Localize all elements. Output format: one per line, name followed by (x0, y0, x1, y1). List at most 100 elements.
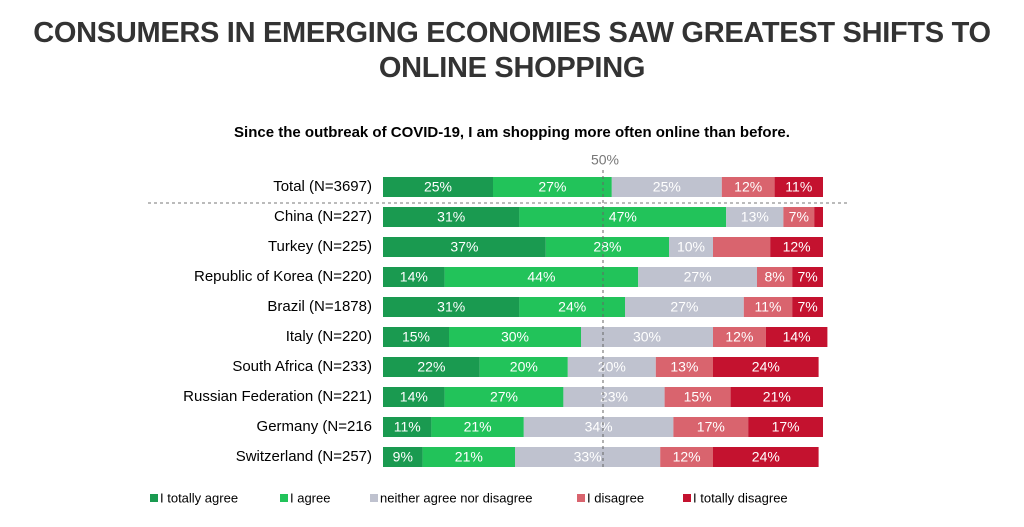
value-label: 24% (752, 449, 780, 465)
value-label: 12% (734, 179, 762, 195)
value-label: 44% (527, 269, 555, 285)
value-label: 23% (600, 389, 628, 405)
value-label: 20% (510, 359, 538, 375)
legend-swatch (150, 494, 158, 502)
bar-segment (774, 177, 823, 197)
value-label: 14% (400, 269, 428, 285)
value-label: 25% (653, 179, 681, 195)
bar-segment (383, 237, 546, 257)
legend-label: I totally agree (160, 490, 238, 505)
value-label: 14% (783, 329, 811, 345)
category-label: China (N=227) (274, 208, 372, 225)
bar-segment (383, 207, 520, 227)
category-label: Russian Federation (N=221) (183, 388, 372, 405)
legend-swatch (370, 494, 378, 502)
value-label: 17% (697, 419, 725, 435)
chart-subtitle: Since the outbreak of COVID-19, I am sho… (234, 124, 790, 141)
category-label: Brazil (N=1878) (267, 298, 372, 315)
bar-segment (625, 297, 744, 317)
legend-label: I totally disagree (693, 490, 788, 505)
bar-segment (730, 387, 823, 407)
bar-segment (545, 237, 669, 257)
bar-segment (383, 387, 445, 407)
bar-segment (792, 267, 823, 287)
value-label: 30% (501, 329, 529, 345)
bar-segment (449, 327, 581, 347)
bar-segment (713, 447, 819, 467)
bar-segment (721, 177, 775, 197)
value-label: 33% (574, 449, 602, 465)
value-label: 12% (673, 449, 701, 465)
bar-segment (765, 327, 828, 347)
value-label: 27% (684, 269, 712, 285)
bar-segment (515, 447, 661, 467)
bar-segment (673, 417, 749, 437)
bar-segment (567, 357, 656, 377)
value-label: 31% (437, 209, 465, 225)
bar-segment (814, 207, 823, 227)
bar-segment (383, 297, 520, 317)
value-label: 12% (725, 329, 753, 345)
value-label: 20% (598, 359, 626, 375)
value-label: 34% (585, 419, 613, 435)
bar-segment (479, 357, 568, 377)
legend-label: I agree (290, 490, 330, 505)
bar-segment (383, 417, 432, 437)
bar-segment (713, 357, 819, 377)
value-label: 21% (455, 449, 483, 465)
category-label: Germany (N=216 (257, 418, 372, 435)
bar-segment (748, 417, 823, 437)
value-label: 15% (684, 389, 712, 405)
value-label: 14% (400, 389, 428, 405)
category-label: Italy (N=220) (286, 328, 372, 345)
bar-segment (664, 387, 731, 407)
bar-segment (726, 207, 784, 227)
value-label: 24% (558, 299, 586, 315)
value-label: 9% (393, 449, 413, 465)
bar-segment (757, 267, 793, 287)
value-label: 15% (402, 329, 430, 345)
bar-segment (519, 207, 727, 227)
value-label: 30% (633, 329, 661, 345)
value-label: 47% (609, 209, 637, 225)
bar-segment (792, 297, 823, 317)
legend-label: I disagree (587, 490, 644, 505)
bar-segment (422, 447, 515, 467)
value-label: 13% (741, 209, 769, 225)
legend-swatch (280, 494, 288, 502)
value-label: 17% (772, 419, 800, 435)
value-label: 28% (593, 239, 621, 255)
bar-segment (713, 237, 771, 257)
bar-segment (660, 447, 713, 467)
value-label: 27% (670, 299, 698, 315)
category-label: Total (N=3697) (273, 178, 372, 195)
value-label: 22% (417, 359, 445, 375)
value-label: 7% (789, 209, 809, 225)
category-label: Republic of Korea (N=220) (194, 268, 372, 285)
bar-segment (783, 207, 815, 227)
bar-segment (383, 327, 449, 347)
value-label: 27% (490, 389, 518, 405)
bar-segment (523, 417, 674, 437)
value-label: 21% (763, 389, 791, 405)
value-label: 11% (785, 179, 812, 195)
value-label: 13% (670, 359, 698, 375)
bar-segment (444, 387, 564, 407)
bar-segment (383, 357, 480, 377)
category-label: Switzerland (N=257) (236, 448, 372, 465)
value-label: 37% (450, 239, 478, 255)
value-label: 11% (394, 419, 421, 435)
bar-segment (431, 417, 524, 437)
value-label: 31% (437, 299, 465, 315)
reference-label: 50% (591, 152, 619, 168)
value-label: 7% (797, 269, 817, 285)
bar-segment (581, 327, 713, 347)
category-label: South Africa (N=233) (232, 358, 372, 375)
value-label: 7% (797, 299, 817, 315)
value-label: 25% (424, 179, 452, 195)
value-label: 27% (538, 179, 566, 195)
bar-segment (655, 357, 713, 377)
value-label: 8% (764, 269, 784, 285)
value-label: 24% (752, 359, 780, 375)
